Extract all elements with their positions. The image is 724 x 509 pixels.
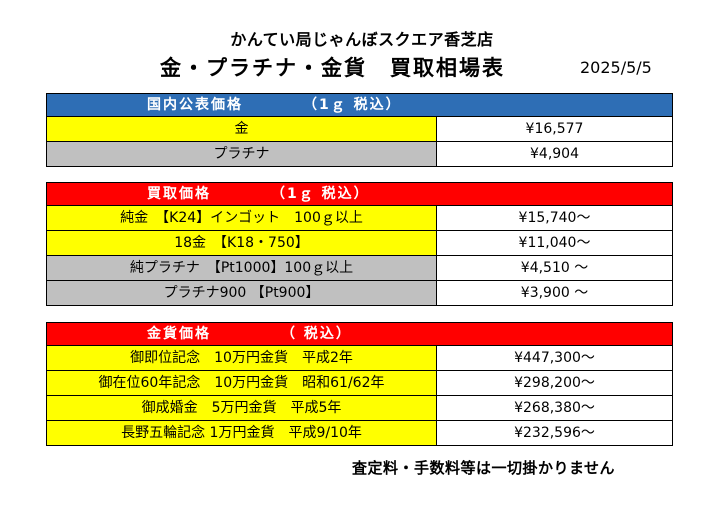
table-row: 御在位60年記念 10万円金貨 昭和61/62年 ¥298,200～ — [47, 371, 672, 396]
row-label: 金 — [47, 117, 437, 141]
fee-note: 査定料・手数料等は一切掛かりません — [352, 459, 616, 477]
page-title: 金・プラチナ・金貨 買取相場表 — [160, 56, 505, 80]
row-value: ¥4,510 ～ — [437, 256, 672, 280]
coin-price-header: 金貨価格 （ 税込） — [47, 323, 672, 346]
table-row: 純金 【K24】インゴット 100ｇ以上 ¥15,740～ — [47, 206, 672, 231]
purchase-price-table: 買取価格 （1ｇ 税込） 純金 【K24】インゴット 100ｇ以上 ¥15,740… — [46, 182, 673, 306]
row-label: 純プラチナ 【Pt1000】100ｇ以上 — [47, 256, 437, 280]
row-value: ¥15,740～ — [437, 206, 672, 230]
domestic-header-tax: （1ｇ 税込） — [303, 97, 402, 113]
row-value: ¥268,380～ — [437, 396, 672, 420]
domestic-header-label: 国内公表価格 — [147, 97, 243, 113]
store-name: かんてい局じゃんぼスクエア香芝店 — [230, 30, 494, 49]
row-label: 御在位60年記念 10万円金貨 昭和61/62年 — [47, 371, 437, 395]
row-value: ¥11,040～ — [437, 231, 672, 255]
row-label: プラチナ900 【Pt900】 — [47, 281, 437, 305]
row-value: ¥3,900 ～ — [437, 281, 672, 305]
row-value: ¥232,596～ — [437, 421, 672, 445]
table-row: 純プラチナ 【Pt1000】100ｇ以上 ¥4,510 ～ — [47, 256, 672, 281]
purchase-header-label: 買取価格 — [147, 186, 211, 202]
row-label: 純金 【K24】インゴット 100ｇ以上 — [47, 206, 437, 230]
domestic-price-header: 国内公表価格 （1ｇ 税込） — [47, 94, 672, 117]
coin-header-label: 金貨価格 — [147, 326, 211, 342]
row-label: 18金 【K18・750】 — [47, 231, 437, 255]
table-row: 御即位記念 10万円金貨 平成2年 ¥447,300～ — [47, 346, 672, 371]
table-row: プラチナ900 【Pt900】 ¥3,900 ～ — [47, 281, 672, 305]
row-label: 御成婚金 5万円金貨 平成5年 — [47, 396, 437, 420]
coin-header-tax: （ 税込） — [281, 326, 352, 342]
price-date: 2025/5/5 — [580, 58, 652, 77]
table-row: 18金 【K18・750】 ¥11,040～ — [47, 231, 672, 256]
row-label: 長野五輪記念 1万円金貨 平成9/10年 — [47, 421, 437, 445]
table-row: 金 ¥16,577 — [47, 117, 672, 142]
domestic-price-table: 国内公表価格 （1ｇ 税込） 金 ¥16,577 プラチナ ¥4,904 — [46, 93, 673, 167]
purchase-header-tax: （1ｇ 税込） — [271, 186, 370, 202]
table-row: 長野五輪記念 1万円金貨 平成9/10年 ¥232,596～ — [47, 421, 672, 445]
row-value: ¥16,577 — [437, 117, 672, 141]
purchase-price-header: 買取価格 （1ｇ 税込） — [47, 183, 672, 206]
row-label: 御即位記念 10万円金貨 平成2年 — [47, 346, 437, 370]
coin-price-table: 金貨価格 （ 税込） 御即位記念 10万円金貨 平成2年 ¥447,300～ 御在… — [46, 322, 673, 446]
row-value: ¥4,904 — [437, 142, 672, 166]
table-row: 御成婚金 5万円金貨 平成5年 ¥268,380～ — [47, 396, 672, 421]
table-row: プラチナ ¥4,904 — [47, 142, 672, 166]
row-label: プラチナ — [47, 142, 437, 166]
row-value: ¥447,300～ — [437, 346, 672, 370]
row-value: ¥298,200～ — [437, 371, 672, 395]
